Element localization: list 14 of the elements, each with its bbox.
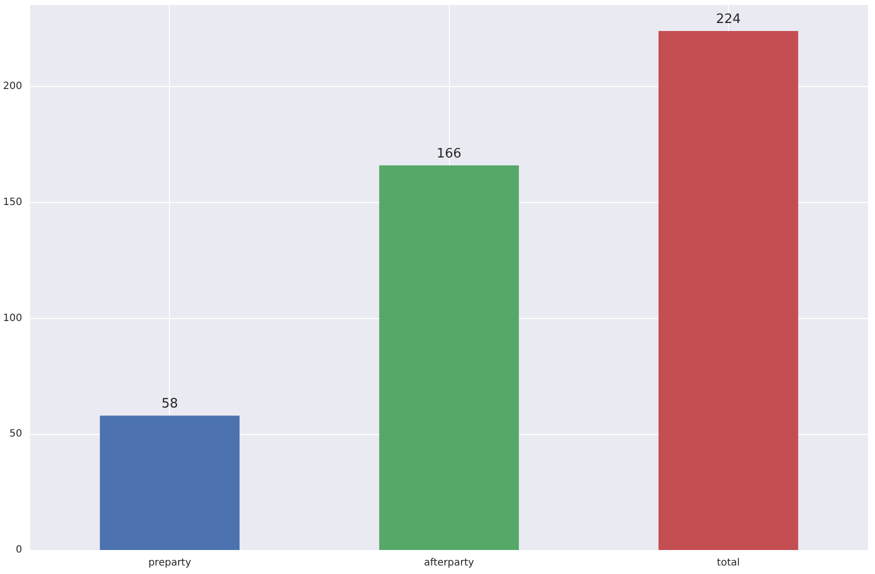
y-tick-label: 200 (2, 81, 22, 92)
y-tick-label: 0 (16, 544, 22, 556)
y-tick-label: 100 (2, 312, 22, 324)
y-tick-label: 50 (9, 428, 22, 440)
data-label: 166 (436, 146, 462, 162)
bar (658, 30, 798, 550)
data-label: 224 (716, 12, 741, 27)
x-tick-label: total (716, 558, 740, 568)
x-tick-label: afterparty (424, 558, 474, 568)
bar (100, 416, 240, 550)
x-tick-label: preparty (148, 558, 192, 568)
data-label: 58 (161, 396, 178, 412)
bar (379, 165, 519, 550)
y-tick-label: 150 (2, 196, 22, 208)
